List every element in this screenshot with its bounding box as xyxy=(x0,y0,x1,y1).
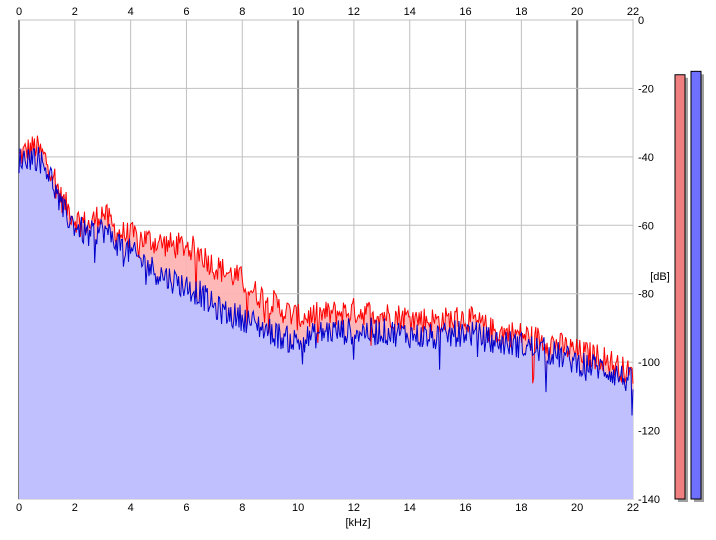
x-tick-label: 2 xyxy=(72,502,78,514)
x-tick-label: 8 xyxy=(239,502,245,514)
x-tick-label: 20 xyxy=(571,6,583,18)
series-area-1 xyxy=(19,146,633,499)
y-tick-label: -140 xyxy=(638,494,660,506)
x-tick-label: 12 xyxy=(348,502,360,514)
x-tick-label: 10 xyxy=(292,502,304,514)
x-tick-label: 6 xyxy=(183,502,189,514)
spectrum-area xyxy=(19,135,633,499)
y-tick-labels: 0 -20 -40 -60 -80 -100 -120 -140 xyxy=(638,15,660,506)
x-tick-labels-top: 0 2 4 6 8 10 12 14 16 18 20 22 xyxy=(16,6,639,18)
level-meter-bar xyxy=(674,74,686,500)
x-tick-label: 2 xyxy=(72,6,78,18)
y-tick-label: -40 xyxy=(638,152,654,164)
y-tick-label: -120 xyxy=(638,426,660,438)
x-tick-label: 18 xyxy=(515,502,527,514)
x-tick-labels-bottom: 0 2 4 6 8 10 12 14 16 18 20 22 xyxy=(16,502,639,514)
x-tick-label: 6 xyxy=(183,6,189,18)
series-line-1 xyxy=(18,146,634,416)
x-tick-label: 20 xyxy=(571,502,583,514)
x-tick-label: 16 xyxy=(459,6,471,18)
level-meter-bar xyxy=(690,70,702,500)
x-tick-label: 16 xyxy=(459,502,471,514)
x-tick-label: 22 xyxy=(627,502,639,514)
x-axis-label: [kHz] xyxy=(345,517,370,529)
y-tick-label: -80 xyxy=(638,289,654,301)
y-tick-label: -100 xyxy=(638,357,660,369)
x-tick-label: 4 xyxy=(128,502,134,514)
y-tick-label: -20 xyxy=(638,83,654,95)
x-tick-label: 0 xyxy=(16,502,22,514)
level-meters xyxy=(674,70,704,503)
x-tick-label: 18 xyxy=(515,6,527,18)
x-tick-label: 22 xyxy=(627,6,639,18)
y-tick-label: -60 xyxy=(638,220,654,232)
spectrum-lines xyxy=(18,135,634,416)
x-tick-label: 8 xyxy=(239,6,245,18)
y-tick-label: 0 xyxy=(638,15,644,27)
x-tick-label: 12 xyxy=(348,6,360,18)
x-tick-label: 10 xyxy=(292,6,304,18)
x-tick-label: 0 xyxy=(16,6,22,18)
y-axis-label: [dB] xyxy=(650,271,670,283)
x-tick-label: 4 xyxy=(128,6,134,18)
x-tick-label: 14 xyxy=(404,502,416,514)
x-tick-label: 14 xyxy=(404,6,416,18)
